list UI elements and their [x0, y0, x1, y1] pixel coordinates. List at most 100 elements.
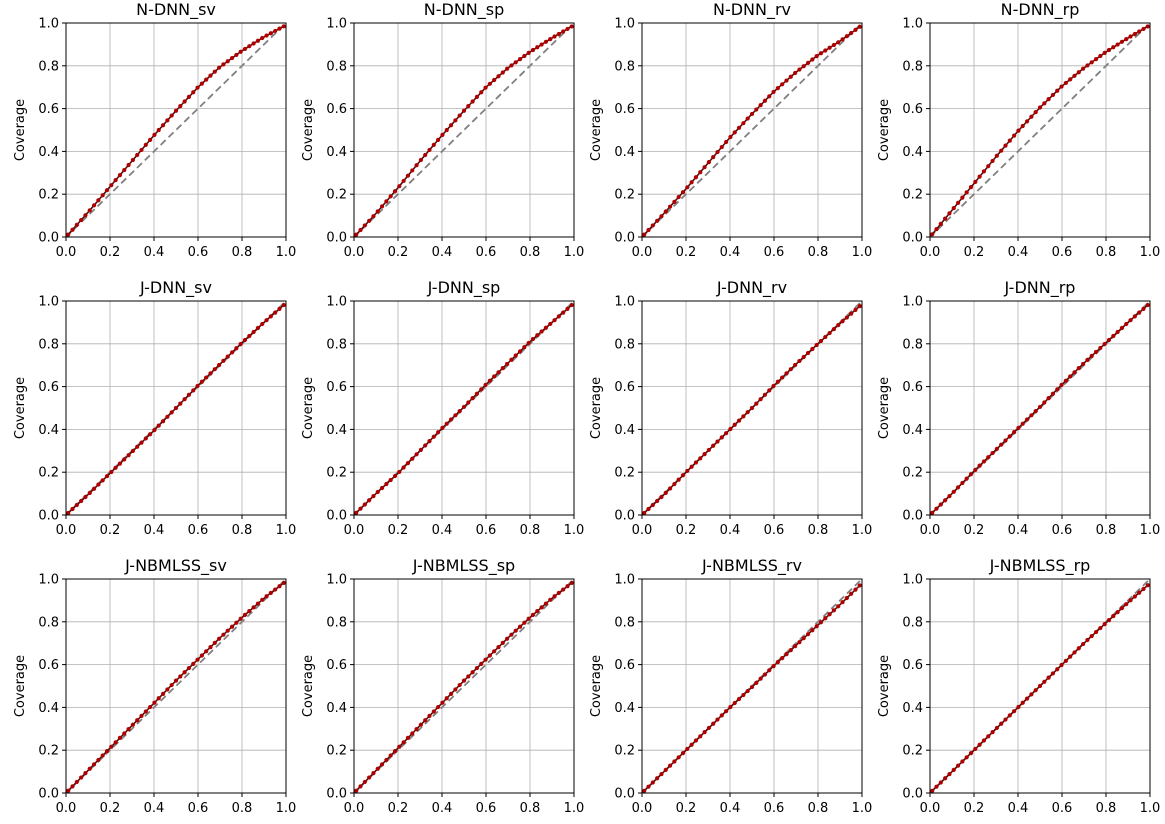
coverage-point [964, 476, 969, 481]
coverage-point [981, 459, 987, 464]
coverage-point [517, 57, 523, 62]
coverage-point [990, 730, 995, 735]
coverage-point [492, 649, 497, 654]
y-tick-label: 0.0 [326, 787, 347, 802]
coverage-point [182, 99, 187, 104]
axes-frame [641, 578, 863, 794]
y-tick-label: 0.6 [902, 380, 923, 395]
coverage-point [724, 709, 729, 714]
coverage-point [496, 74, 501, 79]
coverage-point [964, 190, 969, 195]
x-tick-label: 0.0 [920, 523, 941, 538]
coverage-point [930, 788, 935, 793]
coverage-point [453, 118, 458, 123]
coverage-point [685, 468, 690, 474]
coverage-point [143, 436, 148, 441]
coverage-point [195, 657, 200, 662]
coverage-point [74, 502, 79, 508]
y-tick-label: 0.4 [614, 145, 635, 160]
subplot-title: J-NBMLSS_sp [412, 556, 515, 576]
coverage-point [448, 417, 454, 422]
y-tick-label: 0.8 [326, 337, 347, 352]
coverage-point [487, 653, 492, 658]
axes-frame [65, 22, 287, 238]
coverage-point [1098, 625, 1103, 631]
x-tick-label: 0.0 [344, 523, 365, 538]
coverage-point [650, 502, 655, 508]
coverage-point [522, 53, 527, 59]
coverage-point [758, 397, 763, 402]
coverage-point [689, 464, 694, 469]
coverage-point [281, 302, 286, 308]
coverage-point [849, 30, 854, 36]
coverage-point [535, 333, 540, 338]
coverage-point [749, 111, 755, 117]
coverage-point [384, 757, 389, 763]
coverage-point [955, 763, 961, 768]
coverage-point [934, 784, 939, 789]
coverage-point [418, 157, 423, 163]
coverage-point [689, 742, 694, 747]
coverage-point [1119, 325, 1125, 331]
coverage-point [1106, 337, 1112, 343]
coverage-point [1050, 391, 1056, 396]
coverage-point [1076, 646, 1081, 651]
subplot-title: J-DNN_sp [427, 278, 501, 298]
coverage-point [818, 51, 824, 56]
coverage-point [943, 498, 948, 503]
coverage-point [148, 704, 153, 710]
y-axis-label: Coverage [589, 655, 604, 717]
coverage-point [831, 42, 837, 48]
x-tick-label: 0.2 [100, 245, 121, 260]
coverage-point [221, 62, 226, 67]
coverage-point [788, 74, 793, 79]
coverage-point [440, 132, 445, 137]
coverage-point [711, 443, 716, 448]
coverage-point [840, 600, 845, 605]
coverage-point [1093, 349, 1099, 355]
coverage-point [362, 502, 367, 507]
y-axis-label: Coverage [877, 377, 892, 439]
coverage-point [1089, 353, 1094, 359]
reference-diagonal-line [929, 22, 1151, 238]
coverage-point [414, 163, 419, 168]
coverage-point [156, 423, 161, 428]
x-tick-label: 1.0 [1140, 245, 1161, 260]
coverage-point [977, 742, 982, 747]
coverage-point [788, 367, 793, 372]
coverage-point [646, 506, 651, 512]
coverage-point [410, 731, 415, 736]
reference-diagonal-line [353, 578, 575, 794]
y-tick-label: 0.4 [38, 701, 59, 716]
coverage-point [642, 788, 647, 793]
coverage-point [423, 152, 428, 158]
coverage-point [160, 691, 166, 696]
coverage-point [556, 31, 561, 37]
coverage-point [1012, 429, 1017, 435]
coverage-point [1141, 26, 1146, 32]
coverage-point [479, 90, 484, 95]
coverage-point [500, 70, 505, 75]
coverage-point [1141, 586, 1146, 592]
y-tick-label: 0.4 [614, 701, 635, 716]
coverage-point [100, 478, 105, 483]
coverage-point [702, 730, 707, 735]
subplot: 0.00.0 0.2 0.2 0.4 0.4 0.6 0.6 0.8 0.8 1.0 1.0 J-NB… [301, 556, 584, 816]
coverage-point [466, 104, 471, 109]
coverage-point [234, 346, 239, 351]
coverage-point [148, 432, 153, 437]
coverage-point [676, 755, 681, 760]
coverage-point [277, 584, 282, 589]
x-tick-label: 0.0 [56, 801, 77, 816]
coverage-point [964, 755, 969, 760]
coverage-point [165, 118, 170, 123]
coverage-point [973, 746, 978, 752]
coverage-point [1042, 679, 1047, 684]
reference-diagonal-line [65, 22, 287, 238]
coverage-point [823, 334, 828, 340]
y-tick-label: 0.8 [902, 59, 923, 74]
coverage-point [736, 418, 742, 423]
subplot-title: J-DNN_sv [139, 278, 212, 298]
coverage-point [986, 734, 991, 739]
